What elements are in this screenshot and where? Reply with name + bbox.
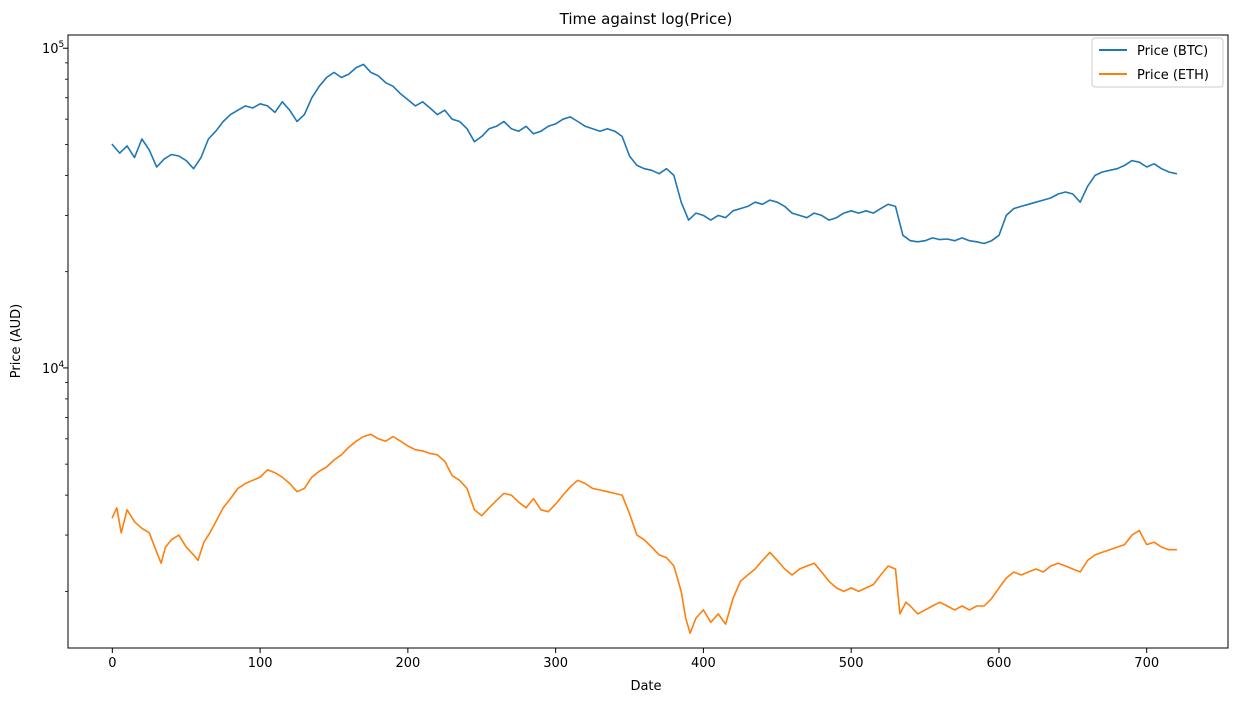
x-tick-label: 200 bbox=[395, 656, 420, 671]
x-tick-label: 0 bbox=[108, 656, 116, 671]
x-axis-ticks: 0 100 200 300 400 500 600 700 bbox=[108, 648, 1159, 671]
y-tick-label: 105 bbox=[42, 40, 64, 57]
series-layer bbox=[111, 63, 1178, 634]
plot-area bbox=[67, 34, 1229, 649]
y-axis-ticks: 104 105 bbox=[42, 40, 68, 592]
plot-frame bbox=[67, 34, 1229, 649]
x-tick-label: 100 bbox=[248, 656, 273, 671]
x-tick-label: 300 bbox=[543, 656, 568, 671]
x-tick-label: 600 bbox=[987, 656, 1012, 671]
x-tick-label: 400 bbox=[691, 656, 716, 671]
legend-label-eth: Price (ETH) bbox=[1137, 68, 1209, 83]
legend: Price (BTC) Price (ETH) bbox=[1091, 37, 1224, 88]
series-line-eth bbox=[111, 433, 1178, 634]
chart-title: Time against log(Price) bbox=[559, 10, 733, 28]
legend-label-btc: Price (BTC) bbox=[1137, 44, 1208, 59]
y-tick-label: 104 bbox=[42, 360, 65, 377]
y-axis-title: Price (AUD) bbox=[9, 304, 24, 378]
x-axis-title: Date bbox=[630, 679, 661, 694]
x-tick-label: 700 bbox=[1134, 656, 1159, 671]
x-tick-label: 500 bbox=[839, 656, 864, 671]
series-line-btc bbox=[111, 63, 1178, 245]
